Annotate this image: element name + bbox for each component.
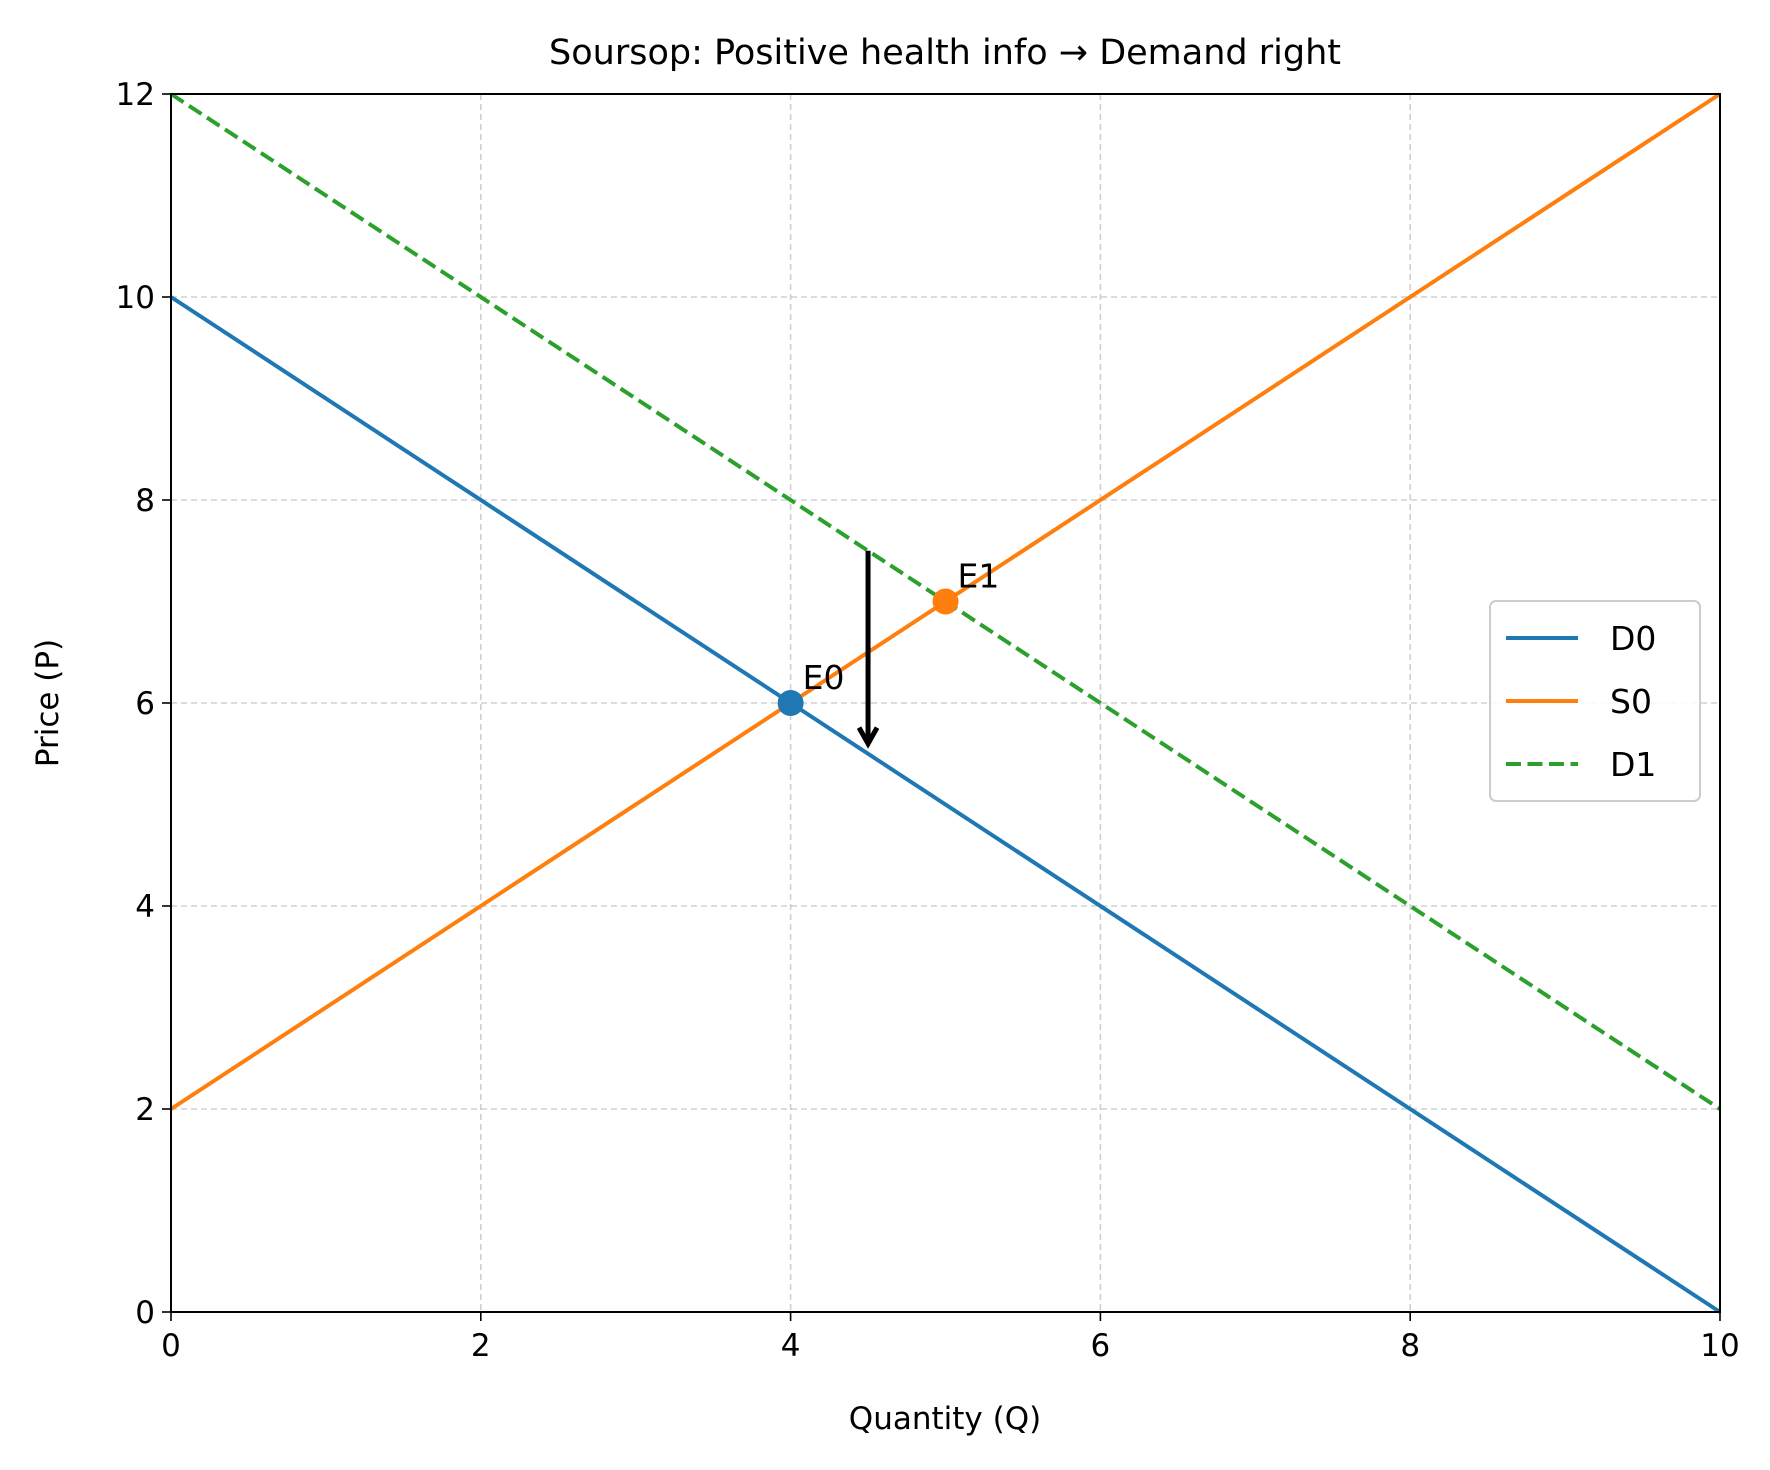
y-tick-label: 12	[116, 77, 155, 113]
x-tick-label: 10	[1700, 1328, 1739, 1364]
x-tick-label: 8	[1400, 1328, 1420, 1364]
x-tick-label: 4	[781, 1328, 801, 1364]
x-tick-label: 0	[161, 1328, 181, 1364]
y-tick-label: 8	[135, 483, 155, 519]
equilibrium-point-e0	[777, 690, 804, 716]
y-tick-label: 10	[116, 280, 155, 316]
series-line-d0	[169, 295, 1722, 1314]
x-tick-label: 2	[471, 1328, 491, 1364]
legend-label-d1: D1	[1610, 745, 1656, 784]
x-tick-label: 6	[1091, 1328, 1111, 1364]
legend-label-s0: S0	[1610, 682, 1652, 721]
equilibrium-point-e1	[932, 588, 959, 615]
axis-ticks: 0 2 4 6 8 10 0 2 4 6 8 10 12	[116, 77, 1740, 1364]
legend-box	[1489, 600, 1701, 802]
legend: D0 S0 D1	[1489, 600, 1701, 802]
legend-label-d0: D0	[1610, 619, 1656, 658]
x-axis-label: Quantity (Q)	[849, 1401, 1041, 1437]
y-tick-label: 6	[135, 686, 155, 722]
y-tick-label: 2	[135, 1092, 155, 1128]
annotations: E0 E1	[777, 550, 1000, 749]
chart-title: Soursop: Positive health info → Demand r…	[549, 33, 1341, 73]
y-tick-label: 4	[135, 889, 155, 925]
shift-arrow-head	[856, 726, 880, 749]
point-label-e1: E1	[958, 557, 1000, 596]
y-axis-label: Price (P)	[30, 639, 66, 767]
y-tick-label: 0	[135, 1295, 155, 1331]
point-label-e0: E0	[803, 658, 845, 697]
